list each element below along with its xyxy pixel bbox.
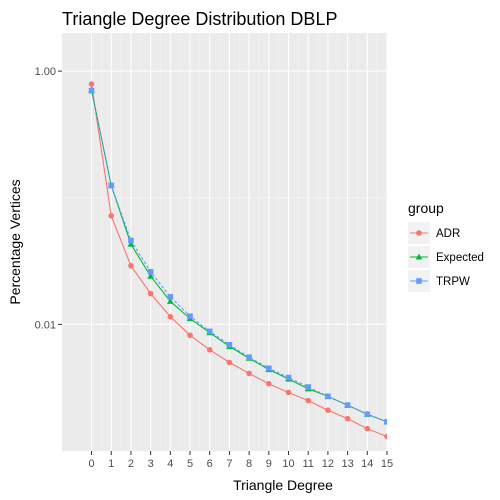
legend-item-trpw: TRPW: [408, 270, 470, 292]
x-tick-label: 0: [88, 458, 94, 470]
y-tick-label: 1.00: [35, 66, 56, 78]
data-point-trpw: [206, 328, 213, 335]
grid-lines: [62, 33, 388, 452]
data-point-adr: [344, 415, 351, 422]
legend-label: ADR: [436, 228, 460, 240]
data-point-adr: [266, 380, 272, 387]
chart-title: Triangle Degree Distribution DBLP: [62, 9, 337, 29]
data-point-adr: [88, 81, 95, 87]
data-point-adr: [325, 407, 331, 413]
data-point-trpw: [364, 411, 371, 418]
data-point-adr: [128, 263, 134, 269]
data-point-trpw: [266, 365, 272, 372]
x-axis-label: Triangle Degree: [233, 477, 333, 493]
x-tick-label: 12: [322, 458, 334, 470]
x-tick-label: 11: [303, 458, 314, 470]
x-tick-label: 2: [128, 458, 134, 470]
data-point-adr: [364, 425, 371, 432]
data-point-trpw: [344, 402, 351, 408]
x-tick-label: 3: [148, 458, 154, 470]
data-point-adr: [384, 433, 387, 440]
series-layer: [88, 81, 387, 440]
legend-key-marker: [416, 278, 422, 284]
data-point-trpw: [305, 384, 312, 390]
data-point-trpw: [226, 341, 233, 348]
x-tick-label: 9: [266, 458, 272, 470]
x-tick-label: 15: [381, 458, 393, 470]
x-axis: 0 1 2 3 4 5 6 7 8 9 10 11 12 13 14 15: [88, 451, 393, 470]
legend-item-adr: ADR: [408, 222, 460, 244]
data-point-expected: [127, 240, 135, 247]
data-point-trpw: [187, 313, 193, 320]
data-point-trpw: [246, 354, 252, 361]
data-point-adr: [226, 359, 233, 366]
y-tick-label: 0.01: [35, 319, 56, 331]
data-point-expected: [147, 272, 155, 279]
data-point-adr: [147, 290, 154, 297]
data-point-adr: [187, 332, 193, 339]
data-point-trpw: [167, 294, 174, 300]
x-tick-label: 4: [167, 458, 173, 470]
x-tick-label: 6: [207, 458, 213, 470]
data-point-trpw: [325, 393, 331, 400]
x-tick-label: 8: [246, 458, 252, 470]
x-tick-label: 14: [361, 458, 373, 470]
x-tick-label: 10: [282, 458, 294, 470]
data-point-trpw: [108, 182, 115, 189]
data-point-trpw: [285, 374, 292, 381]
legend-title: group: [408, 200, 444, 216]
legend-key-marker: [416, 230, 422, 236]
data-point-trpw: [384, 419, 387, 425]
legend-label: Expected: [436, 252, 484, 264]
data-point-expected: [166, 297, 174, 304]
data-point-trpw: [147, 269, 154, 275]
x-tick-label: 7: [226, 458, 232, 470]
legend-items: ADR Expected TRPW: [408, 222, 484, 292]
x-tick-label: 13: [341, 458, 353, 470]
data-point-adr: [108, 213, 115, 219]
legend-label: TRPW: [436, 276, 470, 288]
data-point-adr: [206, 346, 213, 353]
data-point-adr: [167, 313, 174, 320]
x-tick-label: 1: [108, 458, 114, 470]
y-axis-label: Percentage Vertices: [7, 179, 23, 304]
x-tick-label: 5: [187, 458, 193, 470]
data-point-adr: [285, 389, 292, 396]
legend-item-expected: Expected: [408, 246, 484, 268]
plot-panel: [62, 33, 387, 451]
legend-key-marker: [415, 253, 423, 260]
data-point-adr: [246, 370, 252, 377]
data-point-adr: [305, 397, 312, 404]
legend: group ADR Expected TRPW: [408, 200, 484, 292]
data-point-trpw: [128, 237, 134, 244]
series-line-trpw: [91, 90, 387, 423]
series-adr: [88, 81, 387, 440]
series-line-adr: [91, 83, 387, 438]
data-point-trpw: [88, 87, 95, 94]
series-trpw: [88, 87, 387, 425]
y-axis: 1.00 0.01: [35, 66, 62, 331]
